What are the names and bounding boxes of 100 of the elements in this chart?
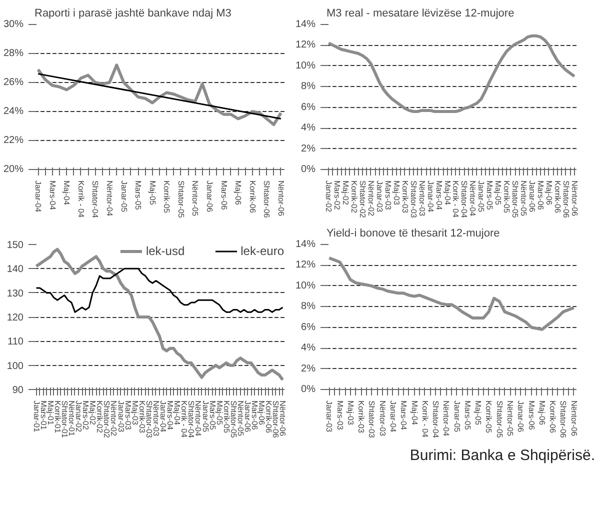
x-tick-label: Shtator-01 (60, 400, 69, 438)
x-tick-label: Janar-04 (34, 180, 43, 213)
x-tick-label: Korrik-03 (400, 180, 410, 214)
y-tick-label: 14% (295, 19, 316, 30)
x-tick-label: Korrik-05 (162, 180, 172, 214)
x-tick-label: Mars-03 (335, 400, 344, 430)
x-tick-label: Shtator-02 (358, 180, 368, 218)
x-tick-label: Janar-04 (158, 400, 168, 433)
x-tick-label: Nëntor-06 (569, 400, 578, 437)
x-tick-label: Nëntor-04 (194, 400, 203, 437)
x-tick-label: Shtator-03 (367, 400, 376, 438)
x-tick-label: Maj-03 (392, 180, 401, 206)
y-tick-label: 130 (6, 288, 24, 300)
x-tick-label: Maj-06 (234, 180, 243, 206)
y-tick-label: 8% (301, 301, 316, 312)
x-tick-label: Janar-05 (119, 180, 128, 213)
x-tick-label: Janar-05 (452, 400, 462, 433)
y-tick-label: 26% (3, 77, 24, 88)
x-tick-label: Janar-05 (476, 180, 486, 213)
legend-label: lek-usd (146, 244, 185, 258)
y-tick-label: 12% (295, 260, 316, 271)
x-tick-label: Nëntor-04 (442, 400, 451, 437)
x-tick-label: Shtator-03 (408, 180, 418, 218)
x-tick-label: Korrik-02 (350, 180, 359, 214)
x-tick-label: Maj-04 (172, 400, 182, 426)
x-tick-label: Korrik-03 (137, 400, 146, 434)
x-tick-label: Mars-03 (383, 180, 392, 210)
y-tick-label: 12% (295, 40, 316, 51)
y-tick-label: 2% (301, 363, 316, 374)
x-tick-label: Shtator-04 (431, 400, 440, 438)
y-tick-label: 20% (3, 164, 24, 175)
x-tick-label: Maj-05 (494, 180, 503, 206)
x-tick-label: Nëntor-02 (366, 180, 376, 217)
x-tick-label: Shtator-05 (494, 400, 504, 438)
x-tick-label: Maj-05 (214, 400, 224, 426)
y-tick-label: 0% (301, 164, 316, 175)
x-tick-label: Janar-04 (388, 400, 398, 433)
x-tick-label: Nëntor-05 (519, 180, 528, 217)
x-tick-label: Korrik-02 (95, 400, 104, 434)
x-tick-label: Shtator-06 (262, 180, 272, 218)
x-tick-label: Shtator-04 (186, 400, 196, 438)
x-tick-label: Maj-02 (341, 180, 350, 206)
y-tick-label: 140 (6, 264, 24, 276)
x-tick-label: Maj-06 (537, 400, 546, 426)
x-tick-label: Janar-01 (32, 400, 41, 433)
x-tick-label: Nëntor-01 (66, 400, 76, 437)
x-tick-label: Korrik - 04 (420, 400, 430, 438)
x-tick-label: Nëntor-04 (105, 180, 114, 217)
x-tick-label: Shtator-04 (460, 180, 469, 218)
x-tick-label: Korrik-05 (222, 400, 231, 434)
y-tick-label: 120 (6, 312, 24, 324)
x-tick-label: Maj-02 (88, 400, 98, 426)
x-tick-label: Korrik - 04 (76, 180, 86, 218)
x-tick-label: Janar-06 (205, 180, 214, 213)
x-tick-label: Mars-04 (434, 180, 444, 210)
y-tick-label: 10% (295, 60, 316, 72)
x-tick-label: Nëntor-02 (109, 400, 118, 437)
y-tick-label: 4% (301, 122, 316, 134)
text: Burimi: Banka e Shqipërisë. (410, 446, 595, 466)
x-tick-label: Nëntor-03 (378, 400, 387, 437)
x-tick-label: Janar-06 (528, 180, 537, 213)
y-tick-label: 6% (301, 322, 316, 333)
x-tick-label: Janar-06 (516, 400, 526, 433)
y-tick-label: 2% (301, 143, 316, 154)
x-tick-label: Mars-03 (123, 400, 132, 430)
x-tick-label: Shtator-05 (228, 400, 238, 438)
x-tick-label: Janar-03 (324, 400, 334, 433)
x-tick-label: Mars-06 (536, 180, 545, 210)
x-tick-label: Shtator-02 (102, 400, 112, 438)
x-tick-label: Janar-05 (200, 400, 210, 433)
x-tick-label: Maj-06 (544, 180, 554, 206)
x-tick-label: Maj-04 (62, 180, 72, 206)
x-tick-label: Janar-02 (74, 400, 84, 433)
x-tick-label: Korrik-06 (552, 180, 562, 214)
x-tick-label: Maj-05 (474, 400, 483, 426)
chart-title: M3 real - mesatare lëvizëse 12-mujore (326, 8, 514, 20)
x-tick-label: Maj-03 (346, 400, 355, 426)
y-tick-label: 90 (12, 385, 24, 396)
x-tick-label: Korrik - 04 (180, 400, 189, 438)
x-tick-label: Mars-05 (208, 400, 217, 430)
x-tick-label: Korrik-01 (52, 400, 62, 434)
y-tick-label: 14% (295, 239, 316, 250)
x-tick-label: Shtator-05 (510, 180, 520, 218)
y-tick-label: 10% (295, 280, 316, 292)
x-tick-label: Korrik-03 (356, 400, 366, 434)
x-tick-label: Nëntor-03 (417, 180, 426, 217)
x-tick-label: Mars-05 (134, 180, 143, 210)
legend-label: lek-euro (240, 244, 284, 258)
x-tick-label: Shtator-06 (271, 400, 280, 438)
x-tick-label: Shtator-06 (558, 400, 568, 438)
x-tick-label: Nëntor-05 (236, 400, 245, 437)
x-tick-label: Mars-06 (219, 180, 228, 210)
x-tick-label: Shtator-04 (90, 180, 100, 218)
y-tick-label: 24% (3, 106, 24, 117)
x-tick-label: Korrik-06 (548, 400, 558, 434)
y-tick-label: 150 (6, 240, 24, 251)
x-tick-label: Shtator-05 (176, 180, 186, 218)
x-tick-label: Nëntor-03 (151, 400, 160, 437)
y-tick-label: 28% (3, 48, 24, 59)
x-tick-label: Janar-04 (426, 180, 435, 213)
